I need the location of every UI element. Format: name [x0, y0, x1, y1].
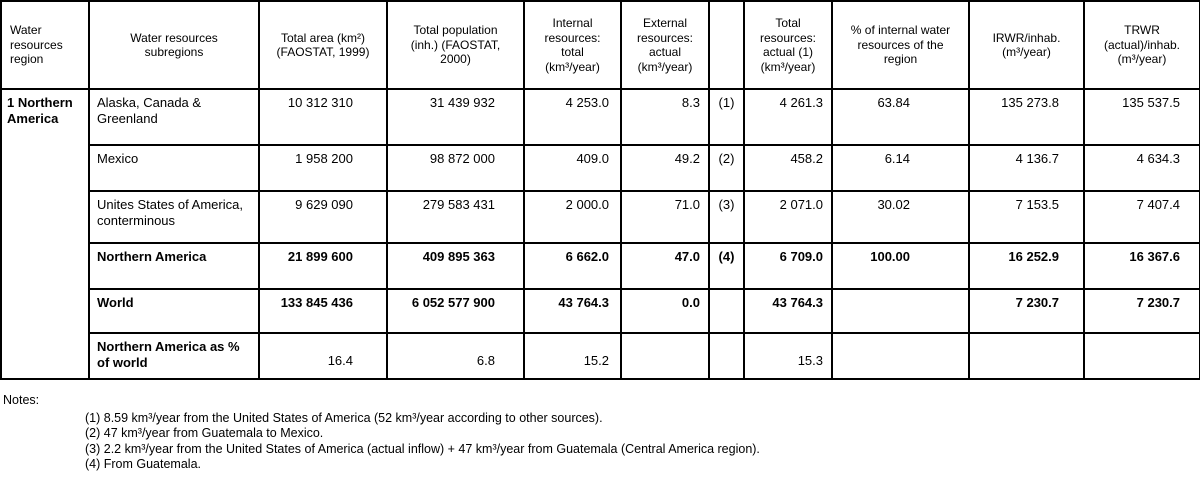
total-resources-cell: 43 764.3 — [743, 288, 833, 334]
col-header-trwr-per-inhab: TRWR (actual)/inhab. (m³/year) — [1083, 0, 1200, 90]
table-row-alaska-canada-greenland: 1 Northern America Alaska, Canada & Gree… — [0, 88, 1200, 380]
total-resources-cell: 4 261.3 — [743, 88, 833, 146]
total-population-cell: 409 895 363 — [386, 242, 525, 290]
col-header-irwr-per-inhab: IRWR/inhab. (m³/year) — [968, 0, 1085, 90]
external-resources-cell: 0.0 — [620, 288, 710, 334]
internal-resources-cell: 4 253.0 — [523, 88, 622, 146]
table-row-united-states-conterminous: Unites States of America, conterminous 9… — [1, 190, 1200, 244]
total-area-cell: 9 629 090 — [258, 190, 388, 244]
external-resources-cell: 49.2 — [620, 144, 710, 192]
irwr-per-inhab-cell: 16 252.9 — [968, 242, 1085, 290]
note-item-3: (3) 2.2 km³/year from the United States … — [85, 441, 760, 456]
subregion-cell: Alaska, Canada & Greenland — [88, 88, 260, 146]
external-resources-cell — [620, 332, 710, 380]
internal-resources-cell: 15.2 — [523, 332, 622, 380]
note-ref-cell: (4) — [708, 242, 745, 290]
region-cell: 1 Northern America — [0, 88, 90, 380]
subregion-cell: Northern America — [88, 242, 260, 290]
total-population-cell: 279 583 431 — [386, 190, 525, 244]
internal-resources-cell: 43 764.3 — [523, 288, 622, 334]
total-population-cell: 98 872 000 — [386, 144, 525, 192]
total-resources-cell: 458.2 — [743, 144, 833, 192]
total-area-cell: 1 958 200 — [258, 144, 388, 192]
pct-internal-cell: 100.00 — [831, 242, 970, 290]
col-header-pct-internal: % of internal water resources of the reg… — [831, 0, 970, 90]
irwr-per-inhab-cell: 7 230.7 — [968, 288, 1085, 334]
table-row-northern-america-pct-of-world: Northern America as % of world 16.4 6.8 … — [1, 332, 1200, 380]
internal-resources-cell: 6 662.0 — [523, 242, 622, 290]
total-area-cell: 21 899 600 — [258, 242, 388, 290]
total-area-cell: 10 312 310 — [258, 88, 388, 146]
external-resources-cell: 8.3 — [620, 88, 710, 146]
internal-resources-cell: 2 000.0 — [523, 190, 622, 244]
total-resources-cell: 2 071.0 — [743, 190, 833, 244]
col-header-total-resources: Total resources: actual (1) (km³/year) — [743, 0, 833, 90]
external-resources-cell: 47.0 — [620, 242, 710, 290]
table-row-northern-america-total: Northern America 21 899 600 409 895 363 … — [1, 242, 1200, 290]
total-population-cell: 6 052 577 900 — [386, 288, 525, 334]
notes-section: Notes: (1) 8.59 km³/year from the United… — [0, 393, 1200, 473]
note-ref-cell: (1) — [708, 88, 745, 146]
irwr-per-inhab-cell: 135 273.8 — [968, 88, 1085, 146]
col-header-external-resources: External resources: actual (km³/year) — [620, 0, 710, 90]
total-resources-cell: 15.3 — [743, 332, 833, 380]
pct-internal-cell — [831, 332, 970, 380]
notes-label: Notes: — [3, 393, 40, 407]
trwr-per-inhab-cell: 7 230.7 — [1083, 288, 1200, 334]
note-ref-cell: (2) — [708, 144, 745, 192]
external-resources-cell: 71.0 — [620, 190, 710, 244]
subregion-cell: Mexico — [88, 144, 260, 192]
trwr-per-inhab-cell — [1083, 332, 1200, 380]
pct-internal-cell: 6.14 — [831, 144, 970, 192]
note-ref-cell — [708, 332, 745, 380]
pct-internal-cell: 63.84 — [831, 88, 970, 146]
table-body: 1 Northern America Alaska, Canada & Gree… — [0, 88, 1200, 380]
note-ref-cell — [708, 288, 745, 334]
trwr-per-inhab-cell: 7 407.4 — [1083, 190, 1200, 244]
note-item-2: (2) 47 km³/year from Guatemala to Mexico… — [85, 426, 324, 440]
table-header: Water resources region Water resources s… — [0, 0, 1200, 90]
table-row-world: World 133 845 436 6 052 577 900 43 764.3… — [1, 288, 1200, 334]
trwr-per-inhab-cell: 4 634.3 — [1083, 144, 1200, 192]
total-population-cell: 31 439 932 — [386, 88, 525, 146]
note-item-1: (1) 8.59 km³/year from the United States… — [85, 410, 603, 425]
subregion-cell: Northern America as % of world — [88, 332, 260, 380]
notes-list: (1) 8.59 km³/year from the United States… — [85, 411, 1200, 473]
col-header-subregions: Water resources subregions — [88, 0, 260, 90]
col-header-internal-resources: Internal resources: total (km³/year) — [523, 0, 622, 90]
col-header-note-ref — [708, 0, 745, 90]
irwr-per-inhab-cell — [968, 332, 1085, 380]
table-row-mexico: Mexico 1 958 200 98 872 000 409.0 49.2 (… — [1, 144, 1200, 192]
note-ref-cell: (3) — [708, 190, 745, 244]
col-header-region: Water resources region — [0, 0, 90, 90]
total-population-cell: 6.8 — [386, 332, 525, 380]
header-row: Water resources region Water resources s… — [0, 0, 1200, 90]
irwr-per-inhab-cell: 4 136.7 — [968, 144, 1085, 192]
total-area-cell: 16.4 — [258, 332, 388, 380]
trwr-per-inhab-cell: 16 367.6 — [1083, 242, 1200, 290]
trwr-per-inhab-cell: 135 537.5 — [1083, 88, 1200, 146]
subregion-cell: World — [88, 288, 260, 334]
subregion-cell: Unites States of America, conterminous — [88, 190, 260, 244]
total-resources-cell: 6 709.0 — [743, 242, 833, 290]
internal-resources-cell: 409.0 — [523, 144, 622, 192]
irwr-per-inhab-cell: 7 153.5 — [968, 190, 1085, 244]
pct-internal-cell — [831, 288, 970, 334]
col-header-total-area: Total area (km²) (FAOSTAT, 1999) — [258, 0, 388, 90]
col-header-total-population: Total population (inh.) (FAOSTAT, 2000) — [386, 0, 525, 90]
pct-internal-cell: 30.02 — [831, 190, 970, 244]
note-item-4: (4) From Guatemala. — [85, 457, 202, 471]
total-area-cell: 133 845 436 — [258, 288, 388, 334]
water-resources-table: Water resources region Water resources s… — [0, 0, 1200, 380]
